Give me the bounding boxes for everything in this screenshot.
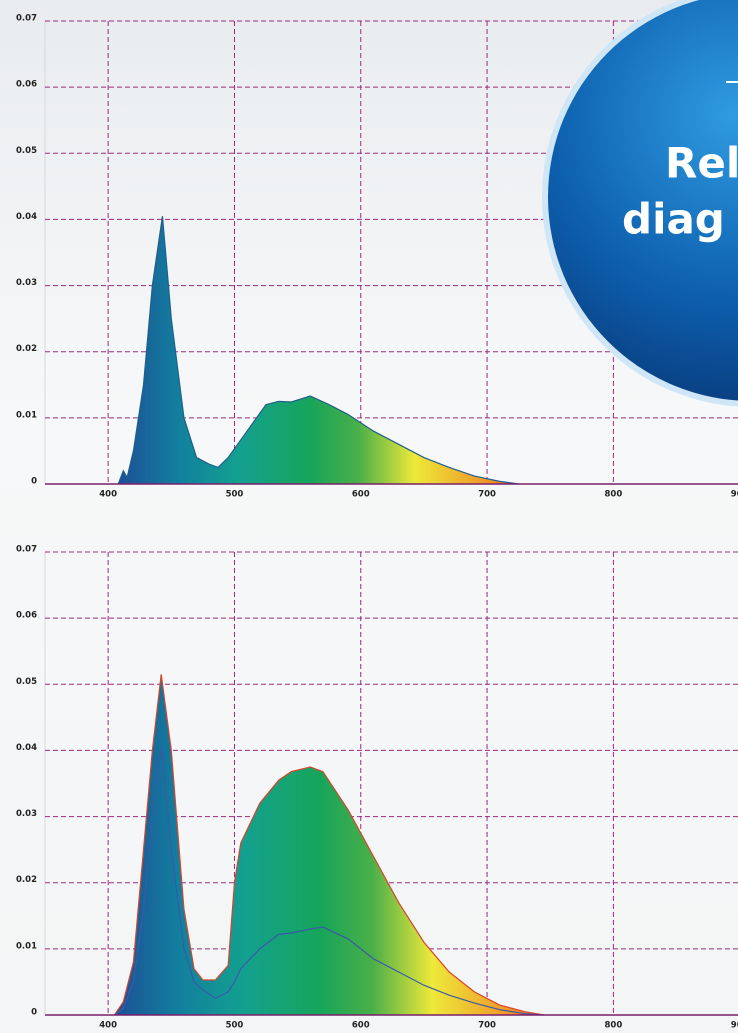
x-tick-label: 500 xyxy=(226,1021,244,1031)
badge: Rel diag xyxy=(542,0,738,407)
x-tick-label: 700 xyxy=(478,490,496,500)
y-tick-label: 0.04 xyxy=(16,743,37,753)
area-fill xyxy=(118,216,519,484)
y-tick-label: 0.05 xyxy=(16,146,37,156)
x-tick-label: 500 xyxy=(226,490,244,500)
line xyxy=(114,747,544,1016)
y-tick-label: 0 xyxy=(31,477,37,487)
x-tick-label: 800 xyxy=(605,490,623,500)
area-fill xyxy=(114,674,544,1015)
y-tick-label: 0.06 xyxy=(16,80,37,90)
area-outline xyxy=(117,216,519,485)
x-tick-label: 400 xyxy=(99,490,117,500)
area-outline xyxy=(113,674,545,1016)
x-tick-label: 400 xyxy=(99,1021,117,1031)
x-tick-label: 900 xyxy=(731,1021,738,1031)
y-tick-label: 0.05 xyxy=(16,677,37,687)
x-tick-label: 700 xyxy=(478,1021,496,1031)
x-tick-label: 600 xyxy=(352,1021,370,1031)
y-tick-label: 0.03 xyxy=(16,809,37,819)
y-tick-label: 0.07 xyxy=(16,545,37,555)
y-tick-label: 0.01 xyxy=(16,410,37,420)
badge-circle xyxy=(548,0,738,401)
x-tick-label: 600 xyxy=(352,490,370,500)
x-tick-label: 900 xyxy=(731,490,738,500)
badge-line: Rel xyxy=(665,139,738,188)
y-tick-label: 0.02 xyxy=(16,875,37,885)
x-tick-label: 800 xyxy=(605,1021,623,1031)
y-tick-label: 0.02 xyxy=(16,344,37,354)
y-tick-label: 0.03 xyxy=(16,278,37,288)
y-tick-label: 0.01 xyxy=(16,941,37,951)
badge-line: diag xyxy=(622,195,725,244)
y-tick-label: 0.04 xyxy=(16,212,37,222)
y-tick-label: 0.07 xyxy=(16,14,37,24)
y-tick-label: 0 xyxy=(31,1008,37,1018)
y-tick-label: 0.06 xyxy=(16,611,37,621)
